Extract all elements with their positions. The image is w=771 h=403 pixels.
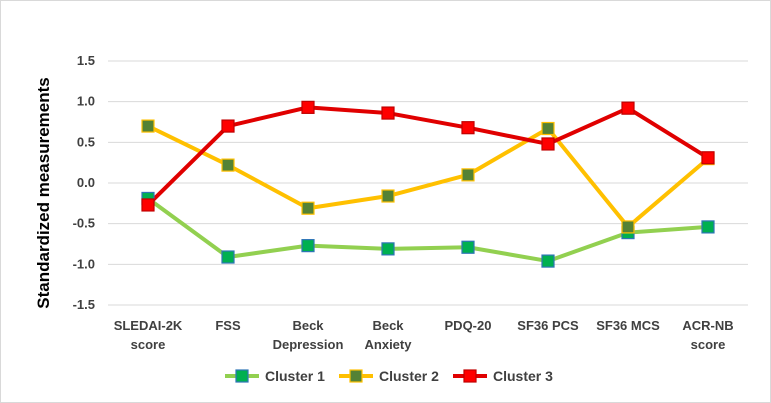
data-point-cluster-2 — [141, 119, 155, 133]
x-tick-label: Beck Anxiety — [365, 318, 413, 352]
data-point-cluster-3 — [141, 198, 155, 212]
data-point-cluster-1 — [381, 242, 395, 256]
y-axis-label: Standardized measurements — [34, 77, 53, 308]
legend-label: Cluster 2 — [379, 368, 439, 384]
data-point-cluster-2 — [541, 121, 555, 136]
y-tick-label: 0.5 — [77, 134, 95, 149]
y-tick-label: -1.5 — [73, 297, 95, 312]
data-point-cluster-2 — [301, 201, 315, 215]
x-tick-label: SF36 PCS — [517, 318, 579, 333]
y-tick-label: 1.5 — [77, 53, 95, 68]
series-line-cluster-1 — [146, 196, 709, 264]
data-point-cluster-3 — [221, 119, 235, 133]
data-point-cluster-2 — [221, 158, 235, 172]
legend-label: Cluster 1 — [265, 368, 325, 384]
data-point-cluster-2 — [621, 220, 635, 234]
series-markers — [141, 100, 715, 268]
data-point-cluster-3 — [461, 121, 475, 135]
legend-item-cluster-1: Cluster 1 — [225, 368, 325, 384]
x-tick-label: SLEDAI-2K score — [114, 318, 183, 352]
legend-swatch-marker — [235, 369, 249, 383]
series-lines — [146, 105, 710, 264]
legend: Cluster 1 Cluster 2 Cluster 3 — [225, 368, 553, 384]
legend-swatch-marker — [349, 369, 363, 383]
y-tick-label: 0.0 — [77, 175, 95, 190]
data-point-cluster-1 — [461, 240, 475, 254]
gridlines — [108, 60, 748, 306]
x-tick-label: FSS — [215, 318, 241, 333]
x-tick-label: PDQ-20 — [445, 318, 492, 333]
data-point-cluster-3 — [381, 106, 395, 120]
data-point-cluster-3 — [621, 101, 635, 115]
data-point-cluster-1 — [541, 254, 555, 268]
y-tick-label: -1.0 — [73, 256, 95, 271]
y-tick-label: 1.0 — [77, 94, 95, 109]
legend-item-cluster-3: Cluster 3 — [453, 368, 553, 384]
data-point-cluster-3 — [541, 137, 555, 151]
x-tick-label: SF36 MCS — [596, 318, 660, 333]
y-tick-label: -0.5 — [73, 216, 95, 231]
data-point-cluster-1 — [221, 250, 235, 264]
series-line-cluster-3 — [146, 105, 710, 207]
data-point-cluster-1 — [301, 239, 315, 253]
data-point-cluster-1 — [701, 220, 715, 234]
x-tick-label: Beck Depression — [273, 318, 344, 352]
data-point-cluster-2 — [461, 168, 475, 182]
data-point-cluster-3 — [701, 151, 715, 165]
data-point-cluster-3 — [301, 100, 315, 114]
legend-label: Cluster 3 — [493, 368, 553, 384]
x-tick-label: ACR-NB score — [682, 318, 733, 352]
legend-item-cluster-2: Cluster 2 — [339, 368, 439, 384]
data-point-cluster-2 — [381, 189, 395, 203]
y-axis-ticks: 1.5 1.0 0.5 0.0 -0.5 -1.0 -1.5 — [73, 53, 95, 312]
x-axis-ticks: SLEDAI-2K score FSS Beck Depression Beck Anxie… — [114, 318, 734, 352]
series-line-cluster-2 — [147, 124, 710, 229]
legend-swatch-marker — [463, 369, 477, 383]
